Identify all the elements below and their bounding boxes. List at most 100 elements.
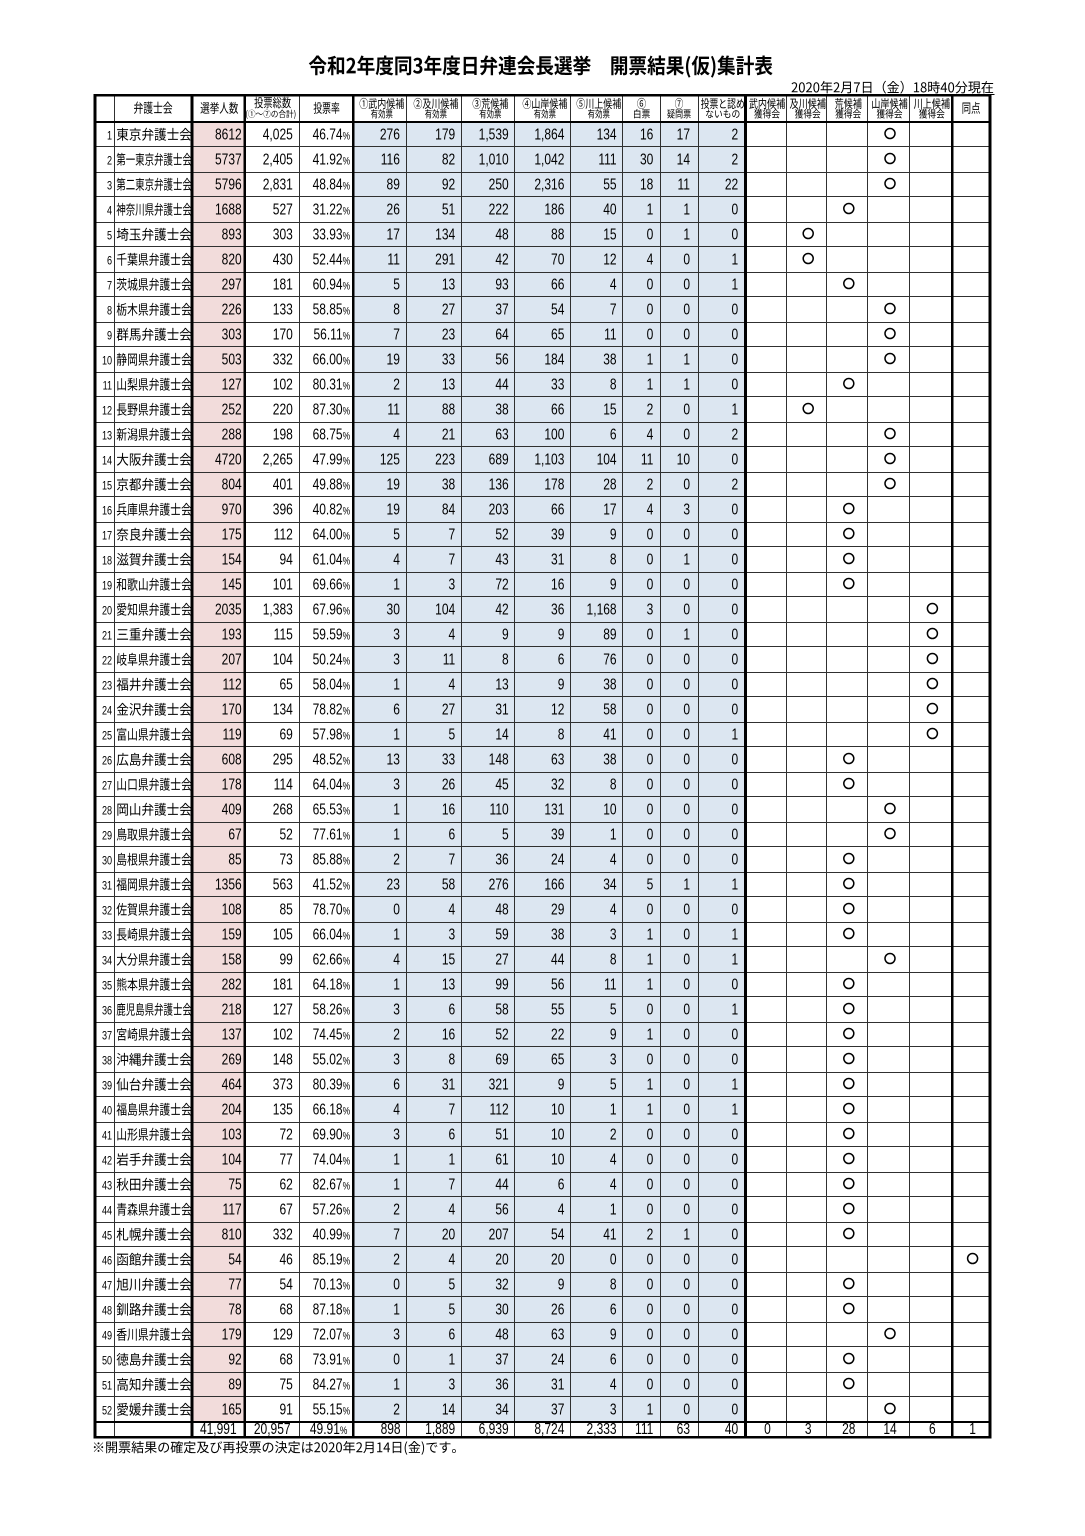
svg-text:0: 0	[732, 1400, 739, 1418]
svg-text:125: 125	[380, 450, 400, 468]
svg-text:0: 0	[732, 450, 739, 468]
svg-text:84.27%: 84.27%	[313, 1375, 351, 1393]
svg-text:6: 6	[929, 1420, 936, 1438]
svg-text:105: 105	[273, 925, 293, 943]
svg-text:0: 0	[683, 725, 690, 743]
svg-text:5: 5	[393, 525, 400, 543]
svg-text:8: 8	[558, 725, 565, 743]
svg-text:47: 47	[102, 1279, 112, 1292]
svg-text:36: 36	[551, 600, 565, 618]
svg-text:27: 27	[442, 300, 456, 318]
svg-text:131: 131	[544, 800, 564, 818]
svg-text:1: 1	[393, 1175, 400, 1193]
svg-text:66.00%: 66.00%	[313, 350, 351, 368]
svg-text:0: 0	[647, 325, 654, 343]
svg-text:1: 1	[683, 375, 690, 393]
svg-text:19: 19	[387, 475, 401, 493]
svg-text:1,042: 1,042	[534, 150, 564, 168]
svg-text:3: 3	[449, 1375, 456, 1393]
svg-text:4: 4	[393, 425, 400, 443]
svg-text:92: 92	[442, 175, 456, 193]
svg-text:0: 0	[683, 1350, 690, 1368]
svg-text:62: 62	[279, 1175, 293, 1193]
svg-text:0: 0	[732, 1375, 739, 1393]
svg-text:0: 0	[683, 750, 690, 768]
svg-text:36: 36	[495, 850, 509, 868]
svg-text:11: 11	[387, 250, 400, 268]
svg-text:58: 58	[442, 875, 456, 893]
svg-text:207: 207	[222, 650, 242, 668]
svg-text:1: 1	[393, 675, 400, 693]
svg-text:64.04%: 64.04%	[313, 775, 351, 793]
svg-text:102: 102	[273, 1025, 293, 1043]
svg-text:203: 203	[489, 500, 509, 518]
svg-text:178: 178	[544, 475, 564, 493]
svg-text:1: 1	[647, 1400, 654, 1418]
svg-text:3: 3	[393, 1000, 400, 1018]
svg-text:14: 14	[442, 1400, 456, 1418]
svg-text:66.18%: 66.18%	[313, 1100, 351, 1118]
svg-text:76: 76	[603, 650, 617, 668]
svg-text:63: 63	[551, 750, 565, 768]
svg-text:34: 34	[495, 1400, 509, 1418]
svg-text:0: 0	[647, 575, 654, 593]
svg-text:72: 72	[279, 1125, 293, 1143]
svg-text:0: 0	[683, 275, 690, 293]
svg-text:4: 4	[610, 275, 617, 293]
svg-text:8: 8	[502, 650, 509, 668]
svg-text:65: 65	[551, 325, 565, 343]
svg-text:250: 250	[489, 175, 509, 193]
svg-text:2,265: 2,265	[263, 450, 293, 468]
svg-text:0: 0	[732, 1325, 739, 1343]
svg-text:1: 1	[393, 725, 400, 743]
svg-text:27: 27	[102, 779, 112, 792]
svg-text:0: 0	[732, 700, 739, 718]
svg-text:898: 898	[381, 1420, 401, 1438]
svg-text:207: 207	[489, 1225, 509, 1243]
svg-text:20: 20	[442, 1225, 456, 1243]
svg-text:1: 1	[393, 800, 400, 818]
svg-text:11: 11	[641, 450, 654, 468]
svg-text:31: 31	[551, 1375, 565, 1393]
svg-text:0: 0	[393, 900, 400, 918]
svg-text:68.75%: 68.75%	[313, 425, 351, 443]
svg-text:0: 0	[647, 850, 654, 868]
svg-text:14: 14	[883, 1420, 897, 1438]
svg-text:80.39%: 80.39%	[313, 1075, 351, 1093]
svg-text:72: 72	[495, 575, 509, 593]
svg-text:0: 0	[683, 1125, 690, 1143]
svg-text:70: 70	[551, 250, 565, 268]
svg-text:24: 24	[551, 1350, 565, 1368]
svg-text:77: 77	[228, 1275, 242, 1293]
svg-text:48: 48	[495, 1325, 509, 1343]
svg-text:28: 28	[842, 1420, 856, 1438]
svg-text:0: 0	[732, 1050, 739, 1068]
svg-text:54: 54	[228, 1250, 242, 1268]
svg-text:0: 0	[647, 700, 654, 718]
svg-text:0: 0	[610, 1250, 617, 1268]
svg-text:41.92%: 41.92%	[313, 150, 351, 168]
svg-text:810: 810	[222, 1225, 242, 1243]
svg-text:970: 970	[222, 500, 242, 518]
svg-text:55: 55	[551, 1000, 565, 1018]
svg-text:1: 1	[647, 1100, 654, 1118]
svg-text:295: 295	[273, 750, 293, 768]
svg-text:74.04%: 74.04%	[313, 1150, 351, 1168]
svg-text:57.26%: 57.26%	[313, 1200, 351, 1218]
svg-text:5737: 5737	[215, 150, 242, 168]
svg-text:33: 33	[442, 350, 456, 368]
svg-text:7: 7	[449, 850, 456, 868]
svg-text:0: 0	[732, 750, 739, 768]
svg-text:49.88%: 49.88%	[313, 475, 351, 493]
svg-text:5: 5	[449, 1275, 456, 1293]
svg-text:1: 1	[732, 875, 739, 893]
svg-text:54: 54	[551, 1225, 565, 1243]
svg-text:89: 89	[387, 175, 401, 193]
svg-text:37: 37	[495, 300, 509, 318]
svg-text:12: 12	[551, 700, 565, 718]
svg-text:36: 36	[102, 1004, 112, 1017]
svg-text:13: 13	[442, 375, 456, 393]
svg-text:282: 282	[222, 975, 242, 993]
svg-text:66: 66	[551, 400, 565, 418]
svg-text:1: 1	[683, 350, 690, 368]
